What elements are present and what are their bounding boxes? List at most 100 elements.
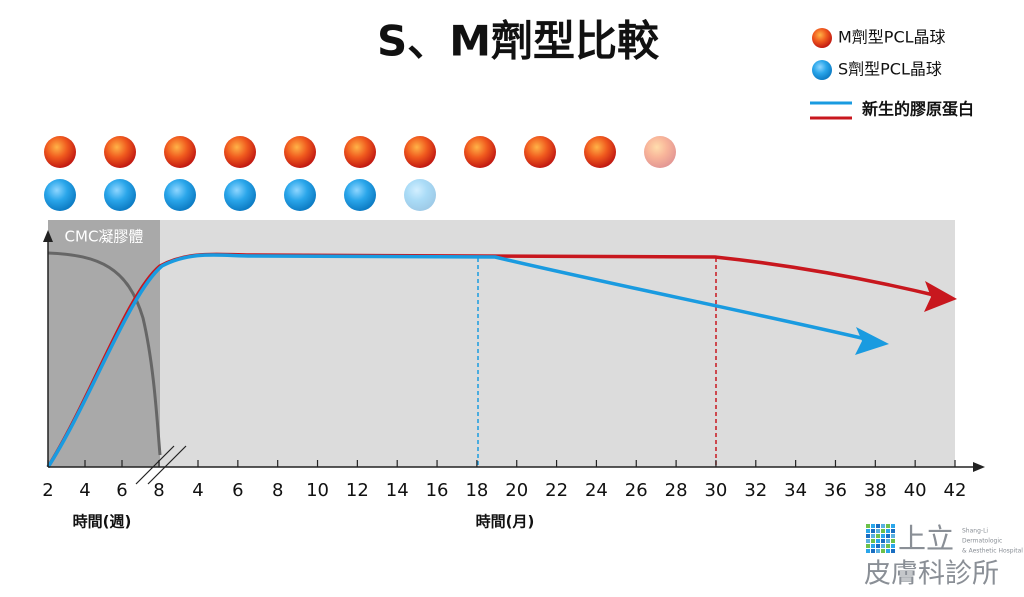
m-sphere: [344, 136, 376, 168]
logo-english: Shang-Li: [962, 528, 988, 535]
logo-cell: [866, 549, 870, 553]
logo-cell: [886, 534, 890, 538]
region-label: CMC凝膠體: [65, 228, 144, 246]
logo-english: & Aesthetic Hospital: [962, 548, 1023, 555]
cmc-curve: [47, 251, 162, 456]
logo-cell: [891, 544, 895, 548]
logo-cell: [871, 549, 875, 553]
logo-cell: [871, 534, 875, 538]
x-tick-label: 14: [386, 480, 409, 501]
arrowhead: [924, 281, 957, 312]
logo-cell: [881, 534, 885, 538]
logo-cell: [866, 524, 870, 528]
axis-arrow: [973, 462, 985, 472]
logo-cell: [881, 524, 885, 528]
logo-name: 上立: [898, 522, 954, 555]
logo-cell: [871, 524, 875, 528]
logo-cell: [871, 544, 875, 548]
axis-label: 時間(週): [73, 513, 132, 531]
x-tick-label: 22: [545, 480, 568, 501]
s-sphere: [44, 179, 76, 211]
logo-cell: [876, 529, 880, 533]
axis-break: [147, 445, 187, 485]
m-sphere: [464, 136, 496, 168]
logo-cell: [891, 534, 895, 538]
m-sphere: [224, 136, 256, 168]
logo-cell: [886, 549, 890, 553]
s-sphere: [284, 179, 316, 211]
logo-cell: [876, 544, 880, 548]
legend-swatch: [812, 28, 832, 48]
cmc-region: [48, 220, 160, 467]
legend-label: M劑型PCL晶球: [838, 28, 946, 47]
logo-cell: [881, 529, 885, 533]
x-tick-label: 8: [153, 480, 164, 501]
s-sphere: [104, 179, 136, 211]
logo-cell: [871, 539, 875, 543]
m-sphere: [404, 136, 436, 168]
legend-swatch: [812, 60, 832, 80]
logo-cell: [881, 549, 885, 553]
s-sphere: [404, 179, 436, 211]
logo-cell: [891, 539, 895, 543]
x-tick-label: 16: [426, 480, 449, 501]
axis-break: [135, 445, 175, 485]
x-tick-label: 10: [306, 480, 329, 501]
x-tick-label: 4: [192, 480, 203, 501]
x-tick-label: 36: [824, 480, 847, 501]
logo-cell: [866, 539, 870, 543]
x-tick-label: 32: [744, 480, 767, 501]
x-tick-label: 24: [585, 480, 608, 501]
axis-label: 時間(月): [476, 513, 535, 531]
arrowhead: [855, 327, 889, 355]
x-tick-label: 26: [625, 480, 648, 501]
x-tick-label: 30: [704, 480, 727, 501]
x-tick-label: 38: [864, 480, 887, 501]
s-sphere: [224, 179, 256, 211]
logo-cell: [881, 539, 885, 543]
x-tick-label: 20: [505, 480, 528, 501]
m-sphere: [584, 136, 616, 168]
logo-cell: [881, 544, 885, 548]
logo-cell: [866, 544, 870, 548]
logo-english: Dermatologic: [962, 538, 1002, 545]
m-sphere: [284, 136, 316, 168]
m-sphere: [524, 136, 556, 168]
s-collagen-curve: [46, 253, 871, 468]
logo-cell: [876, 539, 880, 543]
logo-cell: [876, 534, 880, 538]
x-tick-label: 6: [116, 480, 127, 501]
x-tick-label: 40: [904, 480, 927, 501]
legend-label: S劑型PCL晶球: [838, 60, 942, 79]
s-sphere: [344, 179, 376, 211]
x-tick-label: 28: [665, 480, 688, 501]
logo-cell: [866, 534, 870, 538]
m-sphere: [44, 136, 76, 168]
logo-cell: [871, 529, 875, 533]
logo-cell: [891, 549, 895, 553]
logo-mark: [866, 524, 895, 553]
title: S、M劑型比較: [377, 17, 660, 66]
x-tick-label: 12: [346, 480, 369, 501]
logo-cell: [876, 549, 880, 553]
sphere-rows: [44, 136, 676, 211]
legend-label: 新生的膠原蛋白: [862, 100, 974, 119]
axis-arrow: [43, 230, 53, 242]
x-tick-label: 4: [79, 480, 90, 501]
logo-name: 皮膚科診所: [864, 559, 999, 590]
x-tick-label: 42: [944, 480, 967, 501]
logo-cell: [886, 539, 890, 543]
logo-cell: [876, 524, 880, 528]
m-sphere: [644, 136, 676, 168]
x-tick-label: 2: [42, 480, 53, 501]
logo: 上立 皮膚科診所 Shang-Li Dermatologic & Aesthet…: [864, 522, 1023, 590]
logo-cell: [886, 524, 890, 528]
x-tick-label: 6: [232, 480, 243, 501]
logo-cell: [886, 544, 890, 548]
logo-cell: [891, 529, 895, 533]
logo-cell: [891, 524, 895, 528]
m-sphere: [164, 136, 196, 168]
s-sphere: [164, 179, 196, 211]
x-tick-label: 18: [465, 480, 488, 501]
